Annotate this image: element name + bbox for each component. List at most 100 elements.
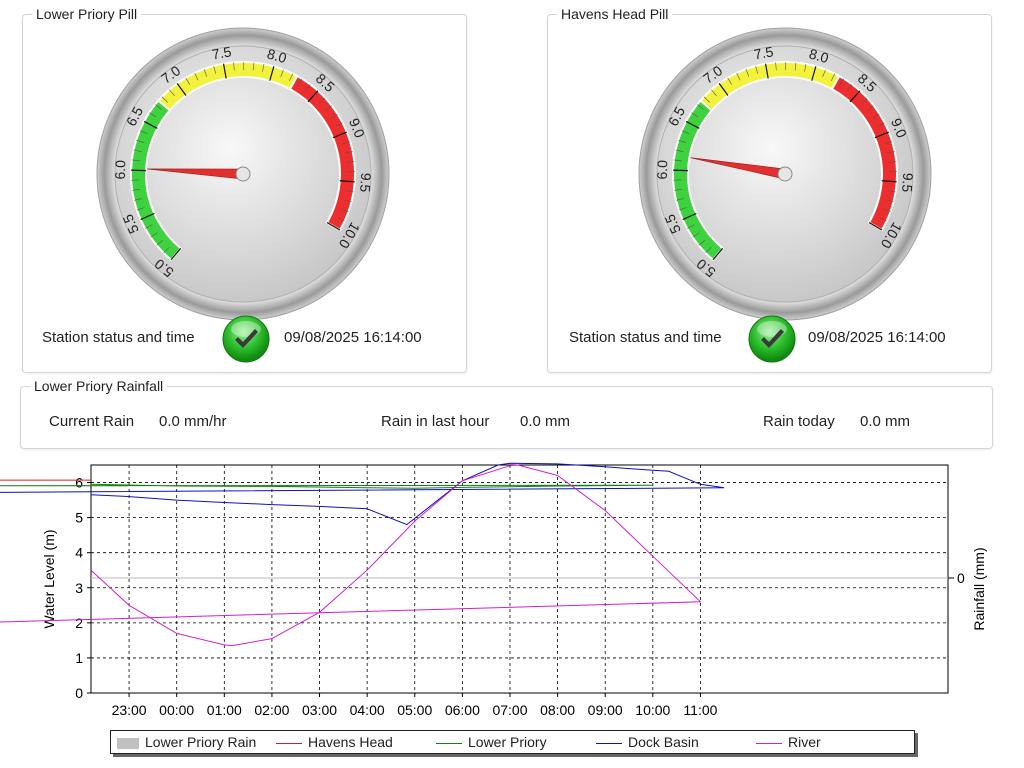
gauge-minor-tick xyxy=(673,159,682,162)
gauge-minor-tick xyxy=(676,198,684,201)
legend-item: Dock Basin xyxy=(596,734,699,750)
legend-item: Lower Priory xyxy=(436,734,547,750)
legend-label: Lower Priory xyxy=(468,734,547,750)
legend-swatch xyxy=(276,742,302,744)
gauge-scale-label: 7.5 xyxy=(211,43,233,62)
gauge-minor-tick xyxy=(861,97,868,104)
gauge-major-tick xyxy=(874,131,890,139)
gauge-minor-tick xyxy=(340,208,349,212)
gauge-major-tick xyxy=(170,247,182,261)
gauge-minor-tick xyxy=(319,97,326,104)
gauge-minor-tick xyxy=(132,188,141,191)
gauge-major-tick xyxy=(326,221,341,231)
gauge-minor-tick xyxy=(305,84,311,91)
gauge-minor-tick xyxy=(343,199,352,203)
gauge-minor-tick xyxy=(139,130,148,134)
gauge-scale-label: 9.0 xyxy=(346,116,368,140)
gauge-minor-tick xyxy=(794,62,797,71)
gauge-minor-tick xyxy=(131,159,140,162)
gauge-minor-tick xyxy=(877,122,885,127)
rainfall-panel: Lower Priory Rainfall Current Rain 0.0 m… xyxy=(20,378,993,449)
gauge-minor-tick xyxy=(150,232,158,238)
x-tick-label: 09:00 xyxy=(588,702,623,718)
gauge-minor-tick xyxy=(134,198,142,201)
gauge-minor-tick xyxy=(297,78,302,86)
gauge-minor-tick xyxy=(839,78,844,86)
y-tick-label: 0 xyxy=(75,685,83,701)
x-tick-label: 23:00 xyxy=(112,702,147,718)
status-time: 09/08/2025 16:14:00 xyxy=(284,329,422,346)
gauge-scale-label: 9.5 xyxy=(899,172,916,193)
gauge-minor-tick xyxy=(745,68,750,77)
gauge-minor-tick xyxy=(711,89,717,96)
gauge-major-tick xyxy=(339,180,355,183)
y-tick-label: 3 xyxy=(75,580,83,596)
gauge-minor-tick xyxy=(867,105,874,111)
x-tick-label: 01:00 xyxy=(207,702,242,718)
gauge-minor-tick xyxy=(161,96,168,103)
legend-label: Dock Basin xyxy=(628,734,699,750)
gauge-minor-tick xyxy=(155,104,162,110)
status-time: 09/08/2025 16:14:00 xyxy=(808,329,946,346)
gauge-major-tick xyxy=(881,180,897,183)
legend-item: Havens Head xyxy=(276,734,393,750)
gauge-minor-tick xyxy=(185,77,191,85)
gauge-major-tick xyxy=(140,212,155,221)
gauge-major-tick xyxy=(685,120,700,129)
y2-axis-title: Rainfall (mm) xyxy=(971,547,987,630)
gauge-minor-tick xyxy=(337,217,345,222)
gauge-minor-tick xyxy=(330,113,338,119)
x-tick-label: 06:00 xyxy=(445,702,480,718)
gauge-major-tick xyxy=(307,90,319,103)
gauge-major-tick xyxy=(764,63,769,79)
gauge-minor-tick xyxy=(344,151,353,154)
current-rain-label: Current Rain xyxy=(49,413,135,430)
gauge-minor-tick xyxy=(233,62,235,71)
x-tick-label: 00:00 xyxy=(159,702,194,718)
status-label: Station status and time xyxy=(569,329,722,346)
legend-swatch xyxy=(756,742,782,744)
gauge-minor-tick xyxy=(775,62,777,71)
gauge-needle-hub xyxy=(777,166,793,182)
gauge-scale-label: 8.0 xyxy=(807,45,830,66)
gauge-minor-tick xyxy=(136,139,144,143)
panel-title: Lower Priory Rainfall xyxy=(30,378,168,394)
gauge-minor-tick xyxy=(203,68,208,77)
gauge-minor-tick xyxy=(213,65,217,74)
check-icon xyxy=(222,315,270,363)
gauge-minor-tick xyxy=(705,247,712,254)
gauge-minor-tick xyxy=(342,141,351,145)
gauge-minor-tick xyxy=(884,141,893,145)
gauge-minor-tick xyxy=(804,63,807,72)
station-panel-havens-head-pill: Havens Head Pill 5.0 5.5 6.0 6.5 7.0 7.5 8.0 8.… xyxy=(547,6,992,373)
y2-tick-label: 0 xyxy=(957,570,965,586)
gauge-major-tick xyxy=(176,83,187,96)
gauge-major-tick xyxy=(222,63,227,79)
gauge-major-tick xyxy=(712,247,724,261)
gauge-minor-tick xyxy=(325,105,332,111)
gauge-minor-tick xyxy=(887,190,896,193)
gauge-minor-tick xyxy=(252,62,255,71)
gauge-minor-tick xyxy=(335,122,343,127)
legend-swatch xyxy=(436,742,462,744)
water-level-chart: 23:00 00:00 01:00 02:00 03:00 04:00 05:00 06:00… xyxy=(0,462,987,718)
legend-swatch xyxy=(117,737,139,749)
gauge-minor-tick xyxy=(262,63,265,72)
x-tick-label: 02:00 xyxy=(254,702,289,718)
gauge-minor-tick xyxy=(133,149,142,152)
gauge-major-tick xyxy=(849,90,861,103)
gauge-minor-tick xyxy=(194,72,199,81)
series-line-dock-basin xyxy=(0,462,725,526)
gauge-minor-tick xyxy=(888,161,897,163)
gauge-scale-label: 9.5 xyxy=(357,172,374,193)
y-tick-label: 6 xyxy=(75,475,83,491)
gauge-minor-tick xyxy=(136,207,145,211)
rain-last-hour-value: 0.0 mm xyxy=(520,413,571,430)
gauge-minor-tick xyxy=(822,69,826,78)
gauge-minor-tick xyxy=(675,149,684,152)
gauge-minor-tick xyxy=(678,139,686,143)
gauge-minor-tick xyxy=(156,240,164,246)
gauge-minor-tick xyxy=(145,224,153,229)
y-tick-label: 5 xyxy=(75,510,83,526)
x-tick-label: 04:00 xyxy=(350,702,385,718)
